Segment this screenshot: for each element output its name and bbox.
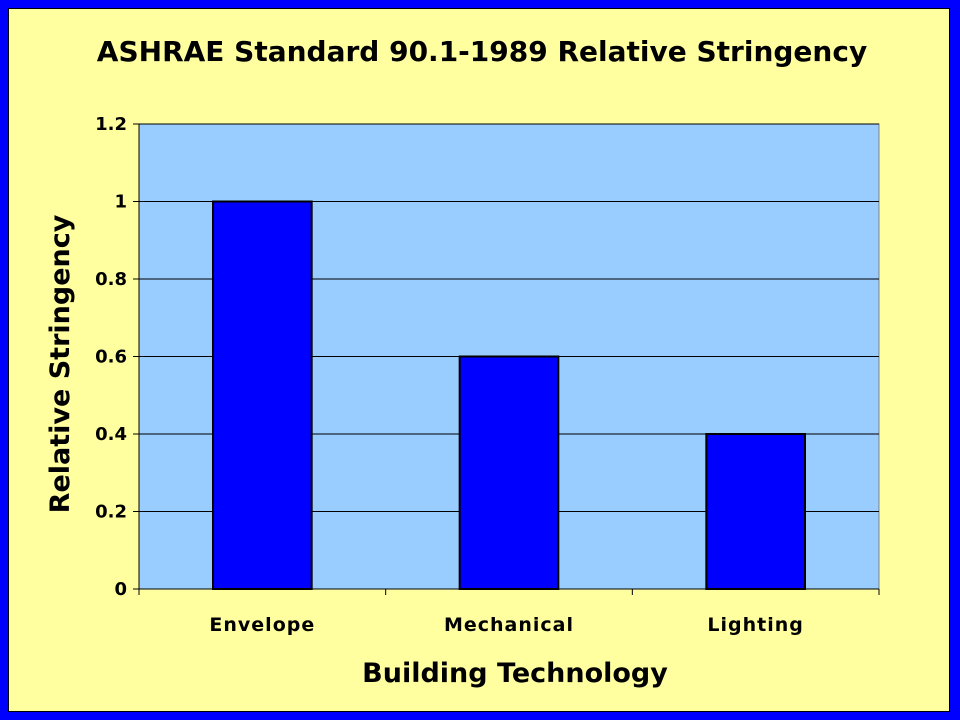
x-axis-title: Building Technology xyxy=(362,658,668,689)
x-tick-label: Envelope xyxy=(209,614,315,636)
y-tick-label: 0.6 xyxy=(95,347,127,368)
bar-mechanical xyxy=(458,355,560,590)
y-tick-label: 1 xyxy=(114,192,127,213)
bar-chart: ASHRAE Standard 90.1-1989 Relative Strin… xyxy=(45,35,880,689)
x-tick-labels: Envelope Mechanical Lighting xyxy=(209,614,803,636)
y-tick-label: 0 xyxy=(114,579,127,600)
x-tick-label: Lighting xyxy=(707,614,803,636)
bar-envelope xyxy=(212,200,313,590)
y-axis-title: Relative Stringency xyxy=(45,214,76,513)
y-tick-label: 0.4 xyxy=(95,424,127,445)
bar-lighting xyxy=(705,433,806,590)
y-tick-label: 1.2 xyxy=(95,114,127,135)
chart-title: ASHRAE Standard 90.1-1989 Relative Strin… xyxy=(97,35,867,68)
y-tick-labels: 0 0.2 0.4 0.6 0.8 1 1.2 xyxy=(95,114,139,600)
y-tick-label: 0.2 xyxy=(95,502,127,523)
x-tick-label: Mechanical xyxy=(444,614,574,636)
chart-frame: ASHRAE Standard 90.1-1989 Relative Strin… xyxy=(8,8,950,712)
bars xyxy=(212,200,806,590)
y-tick-label: 0.8 xyxy=(95,269,127,290)
